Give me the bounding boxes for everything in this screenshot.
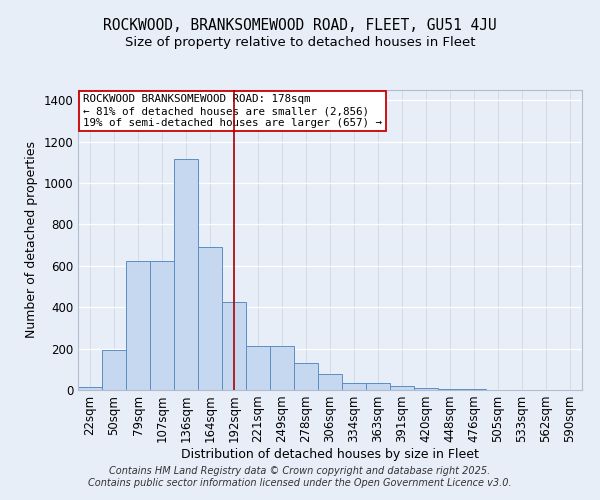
Bar bbox=[102, 350, 126, 390]
Bar bbox=[414, 388, 438, 390]
Bar bbox=[174, 160, 198, 390]
Text: ROCKWOOD BRANKSOMEWOOD ROAD: 178sqm
← 81% of detached houses are smaller (2,856): ROCKWOOD BRANKSOMEWOOD ROAD: 178sqm ← 81… bbox=[83, 94, 382, 128]
Bar bbox=[438, 389, 462, 390]
Bar bbox=[78, 387, 102, 390]
Bar bbox=[246, 346, 270, 390]
Bar bbox=[390, 386, 414, 390]
Bar bbox=[462, 389, 486, 390]
Bar bbox=[318, 374, 342, 390]
Bar bbox=[294, 363, 318, 390]
Bar bbox=[342, 384, 366, 390]
Bar bbox=[270, 346, 294, 390]
Bar bbox=[198, 247, 222, 390]
Text: Contains HM Land Registry data © Crown copyright and database right 2025.
Contai: Contains HM Land Registry data © Crown c… bbox=[88, 466, 512, 487]
Text: Size of property relative to detached houses in Fleet: Size of property relative to detached ho… bbox=[125, 36, 475, 49]
Bar bbox=[126, 260, 150, 390]
Text: ROCKWOOD, BRANKSOMEWOOD ROAD, FLEET, GU51 4JU: ROCKWOOD, BRANKSOMEWOOD ROAD, FLEET, GU5… bbox=[103, 18, 497, 32]
Bar bbox=[150, 260, 174, 390]
Bar bbox=[366, 384, 390, 390]
Bar bbox=[222, 302, 246, 390]
X-axis label: Distribution of detached houses by size in Fleet: Distribution of detached houses by size … bbox=[181, 448, 479, 461]
Y-axis label: Number of detached properties: Number of detached properties bbox=[25, 142, 38, 338]
